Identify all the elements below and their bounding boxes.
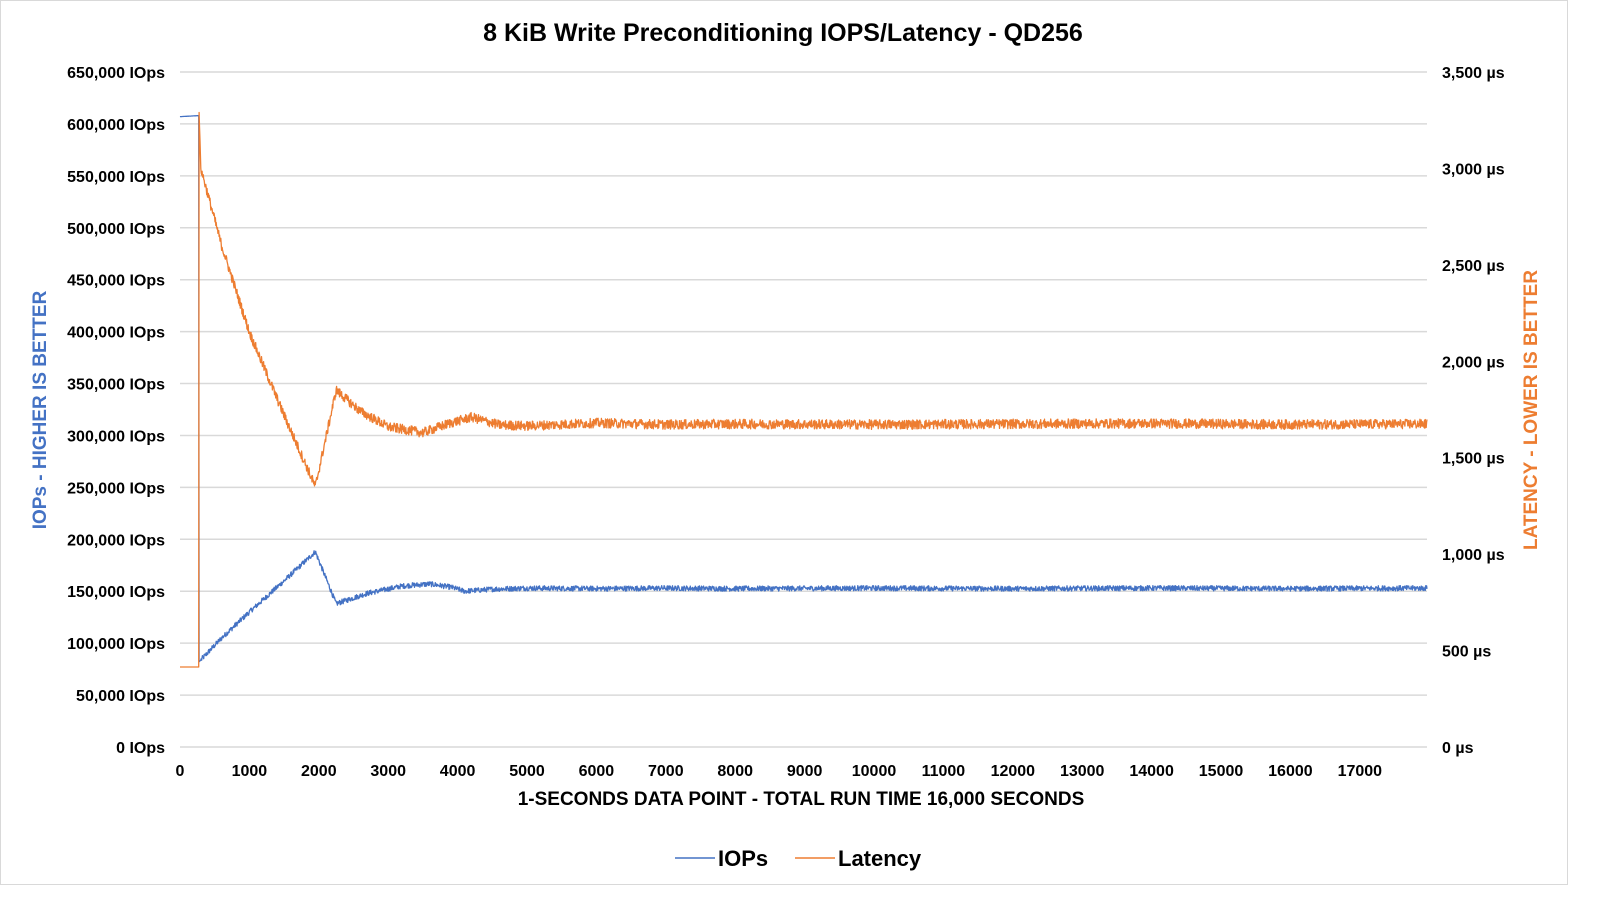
x-tick-label: 7000 (648, 763, 684, 780)
y-left-tick-label: 350,000 IOps (67, 377, 165, 394)
y-left-tick-label: 50,000 IOps (76, 688, 165, 705)
x-tick-label: 6000 (579, 763, 615, 780)
left-axis-ticks: 0 IOps 50,000 IOps 100,000 IOps 150,000 IOp… (67, 65, 165, 757)
x-tick-label: 13000 (1060, 763, 1105, 780)
x-tick-label: 9000 (787, 763, 823, 780)
x-tick-label: 10000 (852, 763, 897, 780)
x-axis-label: 1-SECONDS DATA POINT - TOTAL RUN TIME 16… (518, 789, 1085, 810)
y-right-tick-label: 1,500 µs (1442, 451, 1505, 468)
y-axis-right-label: LATENCY - LOWER IS BETTER (1521, 270, 1542, 550)
series-group (179, 111, 1428, 668)
x-tick-label: 14000 (1129, 763, 1174, 780)
y-left-tick-label: 600,000 IOps (67, 117, 165, 134)
x-tick-label: 12000 (991, 763, 1036, 780)
series-line-iops (179, 114, 1428, 663)
y-left-tick-label: 150,000 IOps (67, 584, 165, 601)
y-left-tick-label: 100,000 IOps (67, 636, 165, 653)
x-tick-label: 17000 (1338, 763, 1383, 780)
gridlines (180, 71, 1427, 748)
y-right-tick-label: 0 µs (1442, 740, 1474, 757)
y-axis-left-label: IOPs - HIGHER IS BETTER (30, 290, 51, 529)
y-left-tick-label: 0 IOps (116, 740, 165, 757)
x-axis-ticks: 0 1000 2000 3000 4000 5000 6000 7000 8000 9000 100… (176, 763, 1383, 780)
x-tick-label: 4000 (440, 763, 476, 780)
x-tick-label: 11000 (922, 763, 966, 780)
y-right-tick-label: 2,500 µs (1442, 258, 1505, 275)
y-left-tick-label: 450,000 IOps (67, 273, 165, 290)
legend-label-latency: Latency (838, 846, 922, 871)
legend-label-iops: IOPs (718, 846, 768, 871)
y-right-tick-label: 1,000 µs (1442, 547, 1505, 564)
y-left-tick-label: 500,000 IOps (67, 221, 165, 238)
y-left-tick-label: 300,000 IOps (67, 428, 165, 445)
y-right-tick-label: 3,000 µs (1442, 161, 1505, 178)
x-tick-label: 2000 (301, 763, 337, 780)
series-line-latency (179, 111, 1428, 668)
y-right-tick-label: 500 µs (1442, 644, 1491, 661)
x-tick-label: 5000 (509, 763, 545, 780)
x-tick-label: 8000 (717, 763, 753, 780)
legend-item-iops[interactable]: IOPs (675, 846, 768, 871)
y-left-tick-label: 550,000 IOps (67, 169, 165, 186)
x-tick-label: 1000 (232, 763, 268, 780)
legend: IOPs Latency (675, 846, 922, 871)
legend-item-latency[interactable]: Latency (795, 846, 922, 871)
right-axis-ticks: 0 µs 500 µs 1,000 µs 1,500 µs 2,000 µs 2,500 … (1442, 65, 1505, 757)
x-tick-label: 15000 (1199, 763, 1244, 780)
y-left-tick-label: 400,000 IOps (67, 325, 165, 342)
y-left-tick-label: 200,000 IOps (67, 532, 165, 549)
chart-frame (0, 0, 1568, 885)
x-tick-label: 0 (176, 763, 185, 780)
x-tick-label: 16000 (1268, 763, 1313, 780)
chart-title: 8 KiB Write Preconditioning IOPS/Latency… (483, 19, 1083, 47)
x-tick-label: 3000 (370, 763, 406, 780)
y-left-tick-label: 250,000 IOps (67, 480, 165, 497)
y-right-tick-label: 2,000 µs (1442, 354, 1505, 371)
y-right-tick-label: 3,500 µs (1442, 65, 1505, 82)
y-left-tick-label: 650,000 IOps (67, 65, 165, 82)
